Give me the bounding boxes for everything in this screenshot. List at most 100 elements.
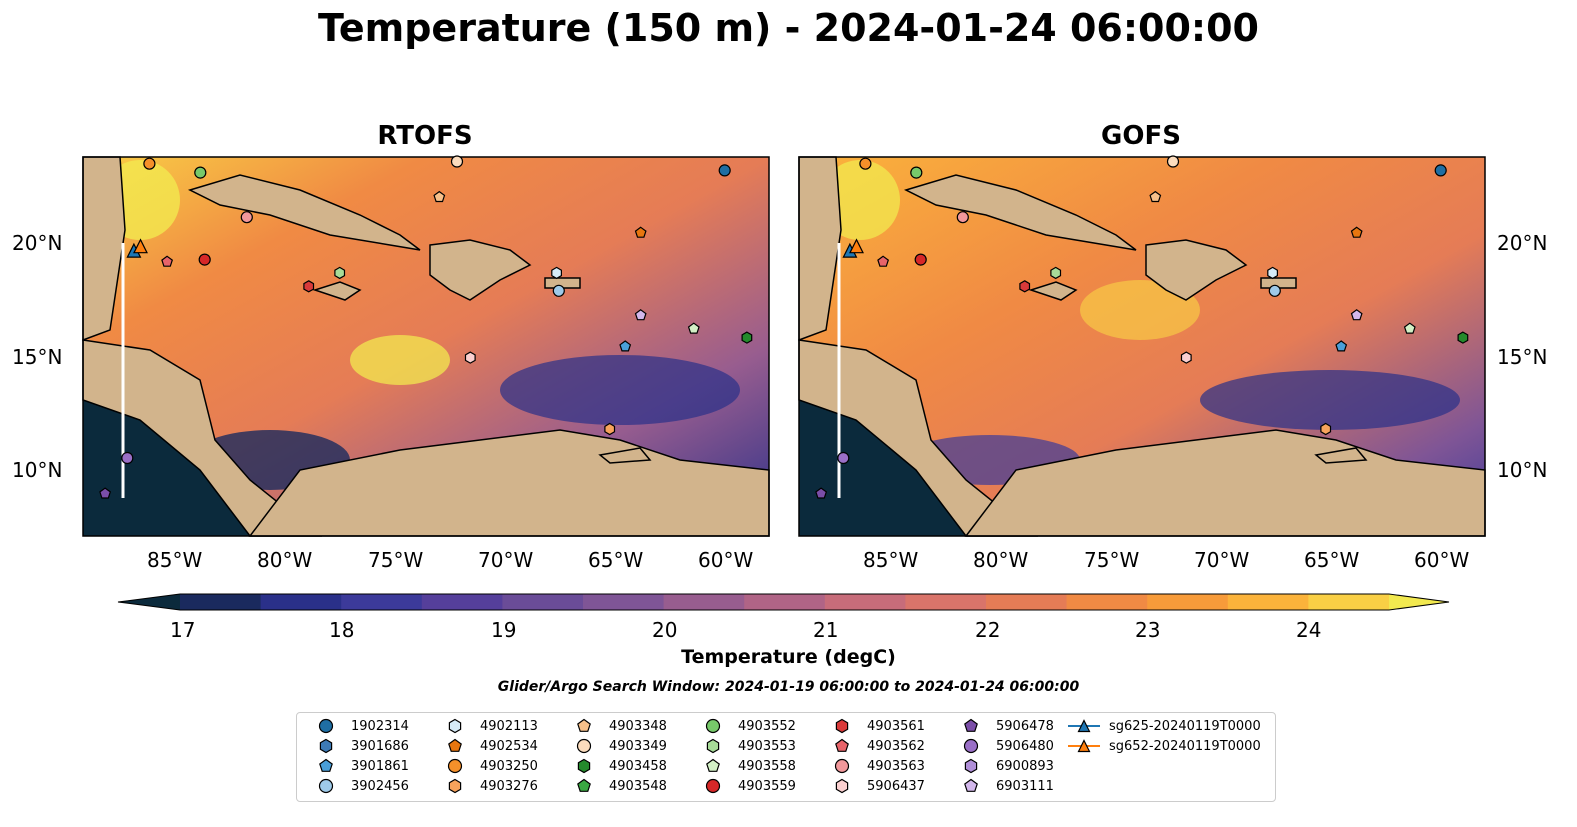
colorbar-tick: 17: [170, 618, 196, 642]
argo-float-marker: [1268, 284, 1281, 297]
warm-eddy: [350, 335, 450, 385]
colorbar-segment: [260, 594, 342, 610]
argo-float-marker: [1267, 266, 1278, 280]
colorbar-segment: [421, 594, 503, 610]
x-tick-label: 60°W: [698, 548, 754, 572]
legend-pentagon-icon: [319, 758, 333, 772]
colorbar-segment: [824, 594, 906, 610]
argo-float-marker: [910, 166, 923, 179]
jamaica-land: [1028, 281, 1078, 301]
colorbar-segment: [663, 594, 745, 610]
legend-circle-icon: [576, 738, 592, 754]
legend-label: 4903348: [609, 718, 667, 734]
argo-float-marker: [718, 164, 731, 177]
legend-item: 4903559: [696, 777, 796, 795]
argo-float-marker: [240, 211, 253, 224]
colorbar-tick: 18: [329, 618, 355, 642]
legend-item: sg625-20240119T0000: [1067, 717, 1261, 735]
legend-item: 4903561: [825, 717, 925, 735]
legend-label: 4902113: [480, 718, 538, 734]
legend-hexagon-icon: [835, 718, 849, 734]
legend-label: 5906480: [996, 738, 1054, 754]
legend-pentagon-icon: [706, 758, 720, 772]
colorbar-segment: [583, 594, 665, 610]
legend-hexagon-icon: [706, 738, 720, 754]
argo-float-marker: [634, 226, 647, 238]
argo-float-marker: [334, 266, 346, 280]
y-tick-label: 15°N: [1497, 345, 1548, 369]
argo-float-marker: [1350, 309, 1363, 321]
argo-float-marker: [433, 190, 446, 203]
x-tick-label: 60°W: [1414, 548, 1470, 572]
colorbar-segment: [905, 594, 987, 610]
argo-float-marker: [859, 157, 872, 170]
legend: 1902314 3901686 3901861 3902456 4902113 49025…: [296, 712, 1276, 802]
legend-item: 4903250: [438, 757, 538, 775]
legend-pentagon-icon: [448, 738, 462, 752]
x-tick-label: 70°W: [478, 548, 534, 572]
legend-item: 6903111: [954, 777, 1054, 795]
legend-label: 4903250: [480, 758, 538, 774]
colorbar-tick: 19: [491, 618, 517, 642]
legend-label: 4903548: [609, 778, 667, 794]
legend-label: 4902534: [480, 738, 538, 754]
argo-float-marker: [464, 351, 476, 364]
colorbar-tick: 21: [813, 618, 839, 642]
colorbar-outline: [117, 593, 1450, 611]
colorbar-segment: [1227, 594, 1309, 610]
y-tick-label: 10°N: [12, 458, 63, 482]
legend-circle-icon: [318, 778, 334, 794]
axes-frame: [82, 156, 770, 537]
legend-label: 3901861: [351, 758, 409, 774]
colorbar-segment: [986, 594, 1068, 610]
panel-title-rtofs: RTOFS: [377, 121, 473, 151]
legend-circle-icon: [447, 758, 463, 774]
argo-float-marker: [877, 255, 890, 267]
legend-item: 5906478: [954, 717, 1054, 735]
legend-pentagon-icon: [577, 718, 591, 732]
hispaniola-land: [429, 239, 532, 301]
legend-circle-icon: [963, 738, 979, 754]
legend-hexagon-icon: [964, 758, 978, 774]
legend-label: 6900893: [996, 758, 1054, 774]
markers-layer: [99, 155, 1469, 499]
legend-item: 4903552: [696, 717, 796, 735]
legend-item: 4902534: [438, 737, 538, 755]
argo-float-marker: [634, 309, 647, 321]
legend-item: 3902456: [309, 777, 409, 795]
y-tick-label: 10°N: [1497, 458, 1548, 482]
argo-float-marker: [303, 280, 315, 293]
cuba-land: [187, 174, 421, 251]
map-panel-rtofs: [82, 156, 770, 537]
argo-float-marker: [619, 340, 632, 352]
legend-label: 1902314: [351, 718, 409, 734]
x-tick-label: 70°W: [1194, 548, 1250, 572]
legend-item: 4903558: [696, 757, 796, 775]
x-tick-label: 65°W: [588, 548, 644, 572]
y-tick-label: 15°N: [12, 345, 63, 369]
legend-label: 4903563: [867, 758, 925, 774]
legend-circle-icon: [834, 758, 850, 774]
legend-label: 5906437: [867, 778, 925, 794]
colorbar-segment: [744, 594, 826, 610]
argo-float-marker: [1320, 422, 1332, 436]
figure-title: Temperature (150 m) - 2024-01-24 06:00:0…: [317, 6, 1259, 50]
x-tick-label: 85°W: [863, 548, 919, 572]
x-tick-label: 80°W: [257, 548, 313, 572]
legend-label: 5906478: [996, 718, 1054, 734]
warm-eddy: [1080, 280, 1200, 340]
glider-marker: [849, 238, 864, 254]
legend-pentagon-icon: [577, 778, 591, 792]
legend-item: 1902314: [309, 717, 409, 735]
legend-label: 4903552: [738, 718, 796, 734]
legend-label: 6903111: [996, 778, 1054, 794]
legend-pentagon-icon: [964, 718, 978, 732]
legend-hexagon-icon: [835, 778, 849, 794]
panel-title-gofs: GOFS: [1101, 121, 1181, 151]
argo-float-marker: [1434, 164, 1447, 177]
x-tick-label: 75°W: [1084, 548, 1140, 572]
legend-label: 3901686: [351, 738, 409, 754]
puerto-rico-land: [544, 277, 581, 289]
legend-item: 4902113: [438, 717, 538, 735]
